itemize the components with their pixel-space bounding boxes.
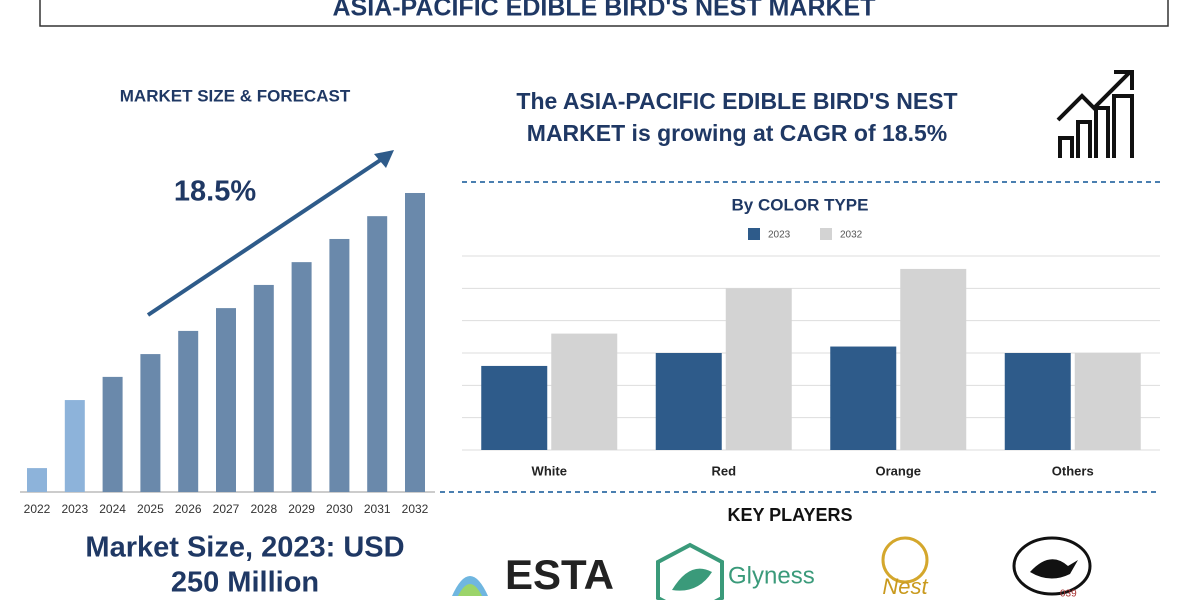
logo-text: Nest — [882, 574, 928, 599]
growth-icon — [1056, 70, 1134, 158]
trend-arrow-head — [374, 150, 394, 168]
legend-label: 2032 — [840, 230, 863, 241]
x-tick-label: 2027 — [213, 502, 240, 516]
bar — [140, 354, 161, 492]
logo-039: 039 — [1012, 536, 1092, 600]
x-tick-label: Red — [711, 463, 736, 478]
bar — [725, 288, 792, 450]
x-tick-label: 2025 — [137, 502, 164, 516]
chart-title: By COLOR TYPE — [732, 195, 869, 214]
logo-glyness: Glyness — [656, 542, 815, 600]
x-tick-label: 2030 — [326, 502, 353, 516]
bar — [367, 216, 388, 492]
bar — [64, 400, 85, 492]
trend-arrow — [146, 153, 390, 317]
x-tick-label: White — [532, 463, 567, 478]
bar — [405, 192, 425, 492]
logo-esta: ESTA — [452, 551, 614, 598]
headline: MARKET is growing at CAGR of 18.5% — [527, 120, 947, 146]
page-title: ASIA-PACIFIC EDIBLE BIRD'S NEST MARKET — [333, 0, 876, 22]
annotation: 18.5% — [174, 176, 256, 208]
chart-title: MARKET SIZE & FORECAST — [120, 86, 351, 105]
logo-text: ESTA — [505, 551, 614, 598]
x-tick-label: 2032 — [402, 502, 429, 516]
bar — [830, 346, 897, 450]
x-tick-label: 2023 — [61, 502, 88, 516]
x-tick-label: 2022 — [24, 502, 51, 516]
x-tick-label: 2029 — [288, 502, 315, 516]
bar — [481, 365, 548, 450]
bar — [1004, 353, 1071, 450]
bar — [551, 333, 618, 450]
logo-text: 039 — [1060, 589, 1077, 600]
key-players-heading: KEY PLAYERS — [727, 505, 852, 525]
x-tick-label: Orange — [875, 463, 921, 478]
bar — [291, 262, 312, 492]
x-tick-label: 2028 — [250, 502, 277, 516]
bar — [329, 238, 350, 492]
headline: The ASIA-PACIFIC EDIBLE BIRD'S NEST — [516, 88, 957, 114]
bar — [900, 268, 967, 450]
x-tick-label: 2026 — [175, 502, 202, 516]
bar — [102, 376, 123, 492]
legend-swatch — [820, 228, 832, 240]
x-tick-label: 2024 — [99, 502, 126, 516]
logo-text: Glyness — [728, 562, 815, 589]
x-tick-label: 2031 — [364, 502, 391, 516]
bar — [253, 284, 274, 492]
title-box — [39, 0, 1169, 27]
bar — [1074, 353, 1141, 450]
bar — [216, 308, 236, 492]
x-tick-label: Others — [1052, 463, 1094, 478]
legend-label: 2023 — [768, 230, 791, 241]
legend-swatch — [748, 228, 760, 240]
bar — [27, 468, 47, 492]
market-size: 250 Million — [171, 567, 319, 599]
bar — [655, 353, 722, 450]
logo-nest: Nest — [881, 536, 929, 599]
bar — [178, 330, 199, 492]
market-size: Market Size, 2023: USD — [85, 532, 404, 564]
